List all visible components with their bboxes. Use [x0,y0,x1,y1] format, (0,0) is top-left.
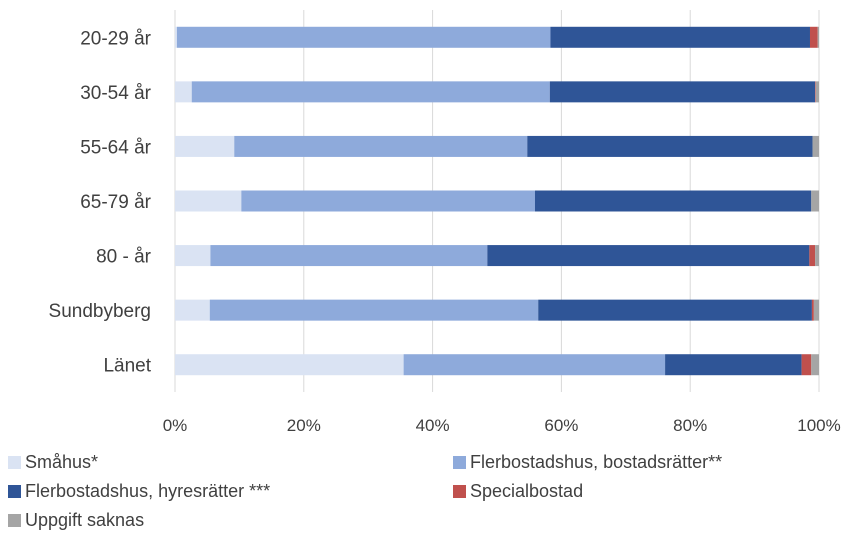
bar-row [175,245,819,267]
bar-segment [175,135,235,157]
bar-segment [817,26,819,48]
bar-segment [241,190,535,212]
bar-row [175,26,819,48]
bar-segment [809,245,816,267]
x-tick-label: 80% [673,416,707,435]
x-tick-label: 100% [797,416,840,435]
bar-segment [812,135,819,157]
category-label: 80 - år [96,247,152,268]
bar-segment [815,81,816,103]
legend-label: Flerbostadshus, bostadsrätter** [470,452,723,472]
bar-segment [815,81,819,103]
bar-segment [527,135,813,157]
bar-segment [175,299,210,321]
bar-row [175,190,819,212]
bar-segment [403,354,666,376]
category-labels: 20-29 år 30-54 år 55-64 år 65-79 år 80 - år S… [49,28,152,376]
x-tick-labels: 0% 20% 40% 60% 80% 100% [163,416,841,435]
legend-swatch [453,485,466,498]
legend-label: Uppgift saknas [25,510,145,530]
legend-label: Småhus* [25,452,99,472]
bar-segment [550,26,810,48]
x-tick-label: 60% [544,416,578,435]
stacked-bar-chart: 20-29 år 30-54 år 55-64 år 65-79 år 80 - år S… [49,10,841,435]
bar-segment [801,354,812,376]
category-label: Sundbyberg [49,301,151,322]
legend-item: Specialbostad [453,481,583,502]
legend-item: Uppgift saknas [8,510,144,531]
bar-segment [811,190,819,212]
bar-segment [210,245,488,267]
bar-segment [175,245,211,267]
x-tick-label: 40% [416,416,450,435]
bar-segment [813,299,819,321]
bar-row [175,354,819,376]
bar-segment [538,299,812,321]
bar-segment [175,81,192,103]
category-label: 65-79 år [80,192,151,213]
legend-item: Flerbostadshus, bostadsrätter** [453,452,722,473]
bar-row [175,81,819,103]
x-tick-label: 0% [163,416,188,435]
legend-swatch [8,485,21,498]
bar-segment [809,26,818,48]
legend-swatch [8,514,21,527]
category-label: Länet [103,356,151,377]
x-tick-label: 20% [287,416,321,435]
bar-segment [175,190,242,212]
bar-segment [811,299,814,321]
bar-segment [534,190,812,212]
legend-label: Flerbostadshus, hyresrätter *** [25,481,271,501]
bar-segment [209,299,539,321]
legend-label: Specialbostad [470,481,584,501]
bar-segment [234,135,528,157]
category-label: 20-29 år [80,28,151,49]
category-label: 55-64 år [80,137,151,158]
bar-segment [487,245,810,267]
legend-item: Småhus* [8,452,98,473]
bar-segment [175,26,177,48]
bar-segment [549,81,816,103]
legend: Småhus* Flerbostadshus, bostadsrätter** Fl… [8,452,848,540]
bar-segment [175,354,404,376]
bars [175,26,819,376]
legend-swatch [453,456,466,469]
legend-item: Flerbostadshus, hyresrätter *** [8,481,270,502]
bar-segment [176,26,551,48]
bar-row [175,135,819,157]
bar-segment [815,245,819,267]
bar-segment [191,81,550,103]
legend-swatch [8,456,21,469]
bar-row [175,299,819,321]
category-label: 30-54 år [80,83,151,104]
bar-segment [811,354,819,376]
bar-segment [665,354,802,376]
